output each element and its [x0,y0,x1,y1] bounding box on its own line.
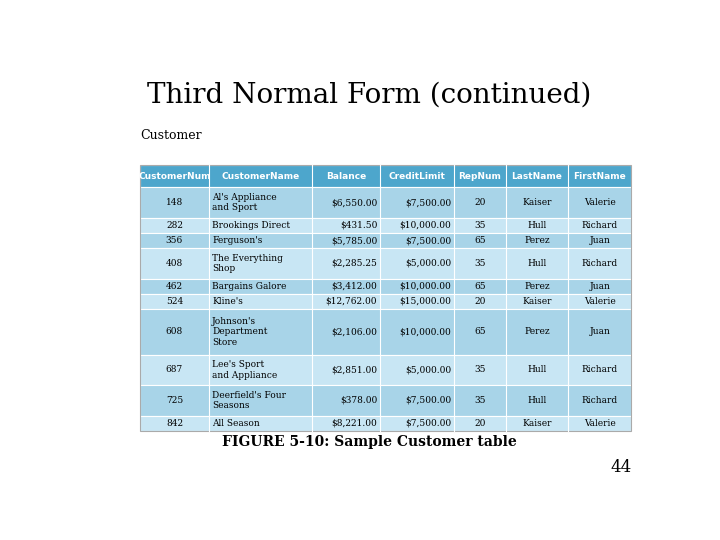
Text: $2,106.00: $2,106.00 [331,327,377,336]
Bar [140,248,631,279]
Text: Third Normal Form (continued): Third Normal Form (continued) [147,82,591,109]
Text: 44: 44 [610,460,631,476]
Text: 842: 842 [166,418,183,428]
Text: Johnson's
Department
Store: Johnson's Department Store [212,317,268,347]
Text: Brookings Direct: Brookings Direct [212,221,290,230]
Text: 35: 35 [474,366,486,374]
Text: Richard: Richard [582,221,618,230]
Text: RepNum: RepNum [459,172,501,180]
Bar [140,415,631,431]
Text: $7,500.00: $7,500.00 [405,236,451,245]
Text: Perez: Perez [524,282,550,291]
Text: 356: 356 [166,236,183,245]
Text: Valerie: Valerie [584,198,616,207]
Text: $12,762.00: $12,762.00 [325,297,377,306]
Text: CreditLimit: CreditLimit [389,172,446,180]
Bar [140,165,631,187]
Text: $5,000.00: $5,000.00 [405,366,451,374]
Text: Perez: Perez [524,327,550,336]
Text: Hull: Hull [528,366,546,374]
Text: 608: 608 [166,327,183,336]
Text: 20: 20 [474,418,485,428]
Text: 65: 65 [474,327,486,336]
Text: $7,500.00: $7,500.00 [405,198,451,207]
Text: CustomerNum: CustomerNum [138,172,211,180]
Text: 35: 35 [474,221,486,230]
Bar [140,218,631,233]
Text: Ferguson's: Ferguson's [212,236,263,245]
Text: 524: 524 [166,297,183,306]
Text: Hull: Hull [528,396,546,405]
Text: 725: 725 [166,396,183,405]
Text: $5,000.00: $5,000.00 [405,259,451,268]
Text: Deerfield's Four
Seasons: Deerfield's Four Seasons [212,390,286,410]
Text: $15,000.00: $15,000.00 [400,297,451,306]
Text: Perez: Perez [524,236,550,245]
Text: $7,500.00: $7,500.00 [405,396,451,405]
Text: $431.50: $431.50 [340,221,377,230]
Text: Customer: Customer [140,129,202,141]
Text: Kaiser: Kaiser [522,418,552,428]
Text: Juan: Juan [590,282,611,291]
Text: Hull: Hull [528,259,546,268]
Text: $6,550.00: $6,550.00 [331,198,377,207]
Text: Richard: Richard [582,396,618,405]
Text: $378.00: $378.00 [340,396,377,405]
Bar [140,355,631,385]
Text: Valerie: Valerie [584,418,616,428]
Text: $8,221.00: $8,221.00 [331,418,377,428]
Text: $10,000.00: $10,000.00 [400,282,451,291]
Text: FIGURE 5-10: Sample Customer table: FIGURE 5-10: Sample Customer table [222,435,516,449]
Text: Valerie: Valerie [584,297,616,306]
Text: 148: 148 [166,198,183,207]
Bar [140,294,631,309]
Text: Juan: Juan [590,236,611,245]
Text: Lee's Sport
and Appliance: Lee's Sport and Appliance [212,360,277,380]
Text: The Everything
Shop: The Everything Shop [212,254,283,273]
Text: 35: 35 [474,396,486,405]
Text: Kaiser: Kaiser [522,297,552,306]
Text: $3,412.00: $3,412.00 [331,282,377,291]
Text: 462: 462 [166,282,183,291]
Text: $2,851.00: $2,851.00 [331,366,377,374]
Text: 65: 65 [474,236,486,245]
Text: LastName: LastName [512,172,562,180]
Bar [140,233,631,248]
Text: 20: 20 [474,297,485,306]
Text: All Season: All Season [212,418,260,428]
Text: 282: 282 [166,221,183,230]
Text: $10,000.00: $10,000.00 [400,221,451,230]
Text: Hull: Hull [528,221,546,230]
Text: Al's Appliance
and Sport: Al's Appliance and Sport [212,193,276,212]
Text: 687: 687 [166,366,183,374]
Text: 408: 408 [166,259,183,268]
Text: Balance: Balance [325,172,366,180]
Bar [140,187,631,218]
Text: 35: 35 [474,259,486,268]
Text: Juan: Juan [590,327,611,336]
Text: $5,785.00: $5,785.00 [331,236,377,245]
Text: $7,500.00: $7,500.00 [405,418,451,428]
Text: FirstName: FirstName [574,172,626,180]
Text: Bargains Galore: Bargains Galore [212,282,287,291]
Text: 65: 65 [474,282,486,291]
Text: $10,000.00: $10,000.00 [400,327,451,336]
Text: $2,285.25: $2,285.25 [331,259,377,268]
Text: 20: 20 [474,198,485,207]
Text: CustomerName: CustomerName [221,172,300,180]
Bar [140,279,631,294]
Text: Kline's: Kline's [212,297,243,306]
Text: Kaiser: Kaiser [522,198,552,207]
Text: Richard: Richard [582,259,618,268]
Bar [140,385,631,415]
Text: Richard: Richard [582,366,618,374]
